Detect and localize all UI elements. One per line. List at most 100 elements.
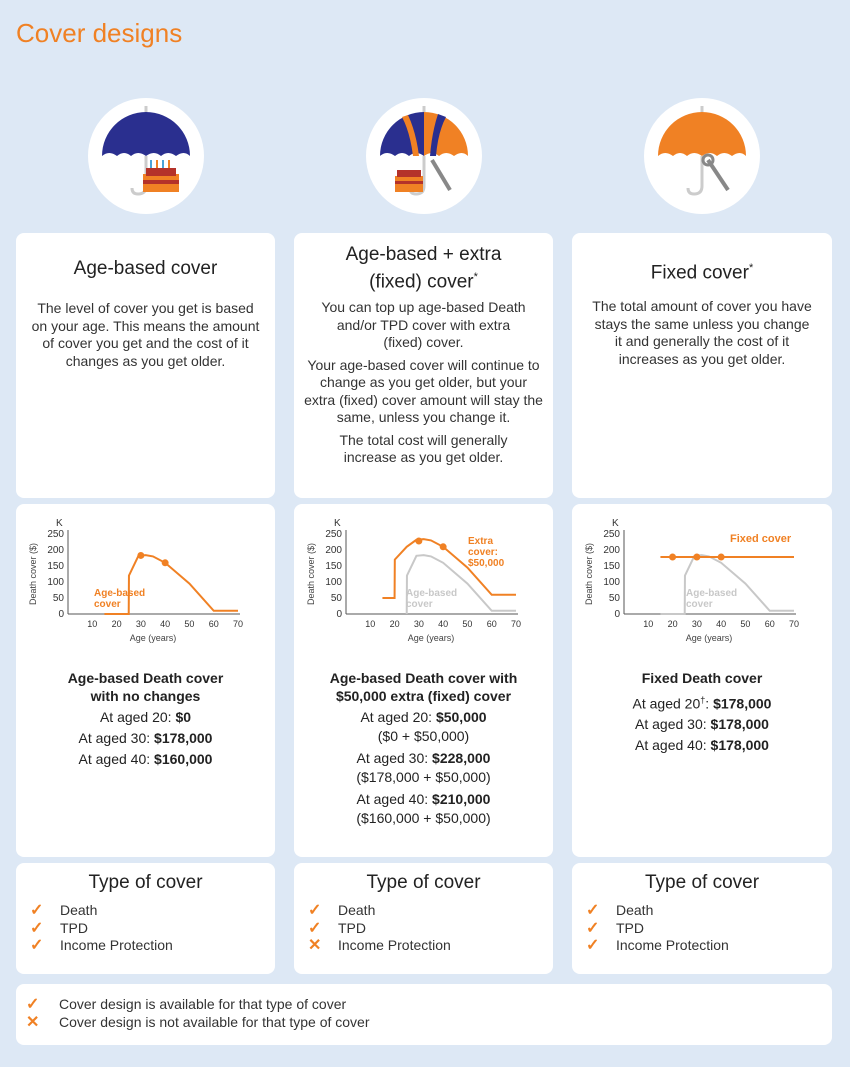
x-tick-label: 60 [487,619,497,629]
x-tick-label: 50 [184,619,194,629]
data-point-marker [161,559,169,567]
y-tick-label: 50 [331,593,343,604]
x-tick-label: 40 [438,619,448,629]
example-line: At aged 40: $210,000 [356,791,491,807]
type-of-cover-list: ✓ Death ✓ TPD ✕ Income Protection [308,902,553,955]
cover-type-label: TPD [616,919,644,936]
age-based-description-card: Age-based cover The level of cover you g… [16,233,275,498]
annotation-line: $50,000 [468,558,505,569]
description-paragraph: The total cost will generally increase a… [339,431,508,466]
y-tick-label: 0 [614,609,620,620]
age-based-extra-chart: 0 50 100 150 200 250 10 20 30 40 50 60 70 K Age (years… [306,518,521,643]
annotation-line: Age-based [94,588,145,599]
data-point-marker [717,553,725,561]
data-point-marker [669,553,677,561]
data-point-marker [439,543,447,551]
card-description: You can top up age-based Death and/or TP… [304,299,543,467]
series-annotation: Fixed cover [730,533,792,545]
description-paragraph: The total amount of cover you have stays… [592,298,812,367]
y-tick-label: 100 [325,577,342,588]
series-annotation: Extra cover: $50,000 [468,536,505,569]
x-tick-label: 40 [716,619,726,629]
x-tick-label: 30 [136,619,146,629]
cover-type-item: ✓ TPD [30,920,275,938]
cover-type-item: ✓ Income Protection [30,937,275,955]
y-axis-label: Death cover ($) [28,543,38,605]
type-of-cover-list: ✓ Death ✓ TPD ✓ Income Protection [30,902,275,955]
annotation-line: Extra [468,536,493,547]
age-based-example-card: 0 50 100 150 200 250 10 20 30 40 50 60 70 K Age (years… [16,504,275,857]
age-based-extra-umbrella-icon [366,98,482,214]
y-tick-label: 200 [325,545,342,556]
x-tick-label: 60 [765,619,775,629]
series-line [405,554,516,615]
cross-icon: ✕ [308,937,322,954]
check-icon: ✓ [586,902,600,919]
cover-type-item: ✕ Income Protection [308,937,553,955]
x-tick-label: 60 [209,619,219,629]
y-tick-label: 100 [603,577,620,588]
y-unit-label: K [56,518,63,529]
x-tick-label: 50 [462,619,472,629]
series-line [660,554,794,615]
y-tick-label: 250 [325,529,342,540]
x-axis-label: Age (years) [130,633,177,643]
x-tick-label: 20 [668,619,678,629]
cover-type-label: Death [616,902,654,918]
x-tick-label: 40 [160,619,170,629]
cover-type-label: TPD [60,919,88,936]
cover-type-label: Death [60,902,98,918]
check-icon: ✓ [586,919,600,937]
annotation-line: cover: [468,547,498,558]
y-tick-label: 50 [53,593,65,604]
type-of-cover-heading: Type of cover [366,872,481,893]
y-tick-label: 100 [47,577,64,588]
age-based-umbrella-icon [88,98,204,214]
example-line: At aged 40: $178,000 [635,737,769,754]
y-tick-label: 0 [58,609,64,620]
example-block: Fixed Death cover At aged 20†: $178,000 … [572,670,832,756]
x-tick-label: 30 [414,619,424,629]
y-tick-label: 200 [47,545,64,556]
type-of-cover-list: ✓ Death ✓ TPD ✓ Income Protection [586,902,832,955]
cover-type-item: ✓ Death [586,902,832,920]
example-line: At aged 30: $178,000 [78,730,213,746]
x-tick-label: 30 [692,619,702,629]
series-line [382,538,516,599]
card-heading: Age-based cover [73,258,218,279]
x-tick-label: 20 [112,619,122,629]
data-point-marker [137,551,145,559]
x-tick-label: 10 [643,619,653,629]
data-point-marker [415,537,423,545]
y-tick-label: 50 [609,593,621,604]
example-heading: Age-based Death cover with no changes [67,670,224,704]
annotation-line: cover [406,599,433,610]
example-line: At aged 40: $160,000 [78,751,213,767]
check-icon: ✓ [308,902,322,919]
example-block: Age-based Death cover with no changes At… [16,670,275,770]
x-axis-label: Age (years) [686,633,733,643]
cover-type-item: ✓ Death [308,902,553,920]
y-axis-label: Death cover ($) [584,543,594,605]
description-paragraph: You can top up age-based Death and/or TP… [321,299,526,351]
data-point-marker [693,553,701,561]
fixed-example-card: 0 50 100 150 200 250 10 20 30 40 50 60 70 K Age (years… [572,504,832,857]
x-tick-label: 50 [740,619,750,629]
y-tick-label: 250 [47,529,64,540]
card-heading: Fixed cover* [650,262,754,284]
legend-item-available: ✓ Cover design is available for that type… [26,996,347,1013]
y-tick-label: 250 [603,529,620,540]
legend: ✓ Cover design is available for that type… [16,984,832,1045]
example-line: At aged 20: $0 [99,709,192,725]
y-tick-label: 150 [325,561,342,572]
description-paragraph: Your age-based cover will continue to ch… [304,356,543,426]
card-description: The total amount of cover you have stays… [590,298,814,368]
example-line: At aged 20†: $178,000 [632,694,772,712]
x-tick-label: 10 [365,619,375,629]
example-heading: Age-based Death cover with $50,000 extra… [329,670,518,704]
check-icon: ✓ [308,919,322,937]
cover-type-item: ✓ TPD [308,920,553,938]
card-heading: Age-based + extra (fixed) cover* [345,244,502,293]
fixed-chart: 0 50 100 150 200 250 10 20 30 40 50 60 70 K Age (years… [584,518,799,643]
example-heading: Fixed Death cover [641,670,763,686]
